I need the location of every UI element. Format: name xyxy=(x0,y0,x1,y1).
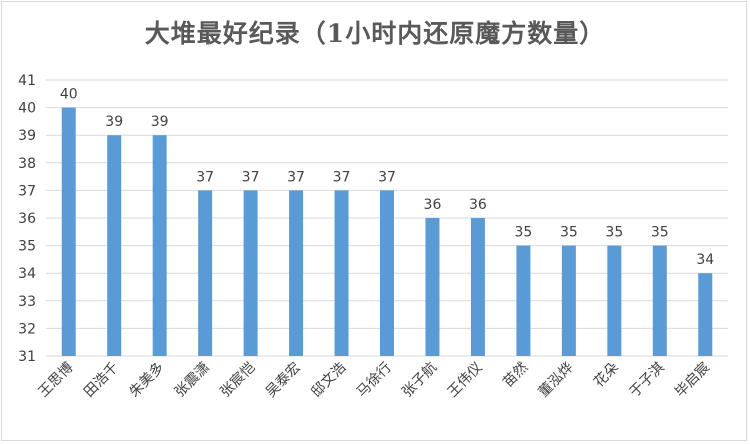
category-label: 田浩千 xyxy=(81,360,122,401)
data-label: 35 xyxy=(560,225,578,241)
bar xyxy=(470,218,485,356)
y-tick-label: 33 xyxy=(18,294,36,310)
y-tick-label: 39 xyxy=(18,128,36,144)
y-tick-label: 35 xyxy=(18,239,36,255)
category-label: 朱美多 xyxy=(126,359,168,401)
category-label: 邸文浩 xyxy=(308,360,349,401)
data-label: 40 xyxy=(60,87,78,103)
data-label: 35 xyxy=(651,225,669,241)
y-tick-label: 36 xyxy=(18,211,36,227)
bar xyxy=(561,245,576,356)
y-tick-label: 31 xyxy=(18,349,36,365)
bar xyxy=(61,107,76,356)
data-label: 37 xyxy=(242,169,260,185)
chart-title: 大堆最好纪录（1小时内还原魔方数量） xyxy=(144,19,606,48)
data-label: 37 xyxy=(378,169,396,185)
category-label: 花朵 xyxy=(591,360,622,391)
category-label: 苗然 xyxy=(499,359,531,391)
bar xyxy=(425,218,440,356)
y-tick-label: 38 xyxy=(18,156,36,172)
data-label: 35 xyxy=(605,225,623,241)
bar xyxy=(516,245,531,356)
data-label: 34 xyxy=(696,252,714,268)
y-tick-label: 41 xyxy=(18,73,36,89)
bar xyxy=(380,190,394,356)
data-label: 37 xyxy=(333,169,351,185)
bar xyxy=(334,190,349,356)
category-label: 王思博 xyxy=(35,359,77,401)
bar xyxy=(289,190,304,356)
category-label: 毕启宸 xyxy=(671,359,713,401)
data-label: 39 xyxy=(105,114,123,130)
data-label: 36 xyxy=(469,197,487,213)
bar xyxy=(243,190,258,356)
data-label: 35 xyxy=(514,225,532,241)
category-label: 于子淇 xyxy=(627,360,668,401)
category-label: 董泓烨 xyxy=(536,360,577,401)
category-label: 王伟仪 xyxy=(445,360,486,401)
category-label: 张震潇 xyxy=(172,360,213,401)
data-label: 39 xyxy=(151,114,169,130)
data-label: 37 xyxy=(196,169,214,185)
category-label: 吴泰宏 xyxy=(263,360,304,401)
bar xyxy=(607,245,622,356)
y-tick-label: 37 xyxy=(18,183,36,199)
bar xyxy=(698,273,713,356)
bar xyxy=(107,135,122,356)
bar xyxy=(152,135,167,356)
y-tick-label: 40 xyxy=(18,101,36,117)
bar xyxy=(198,190,213,356)
data-label: 37 xyxy=(287,169,305,185)
bar xyxy=(652,245,667,356)
y-tick-label: 32 xyxy=(18,321,36,337)
category-label: 张子航 xyxy=(399,360,440,401)
category-label: 马徐行 xyxy=(354,360,395,401)
category-label: 张宸恺 xyxy=(217,359,259,401)
data-label: 36 xyxy=(424,197,442,213)
y-tick-label: 34 xyxy=(18,266,36,282)
